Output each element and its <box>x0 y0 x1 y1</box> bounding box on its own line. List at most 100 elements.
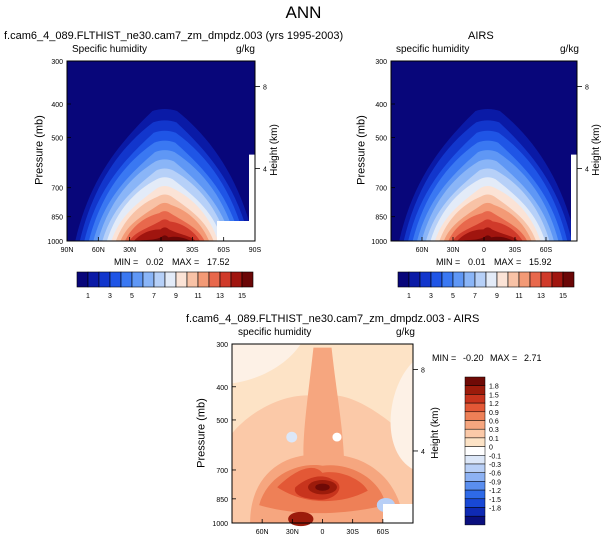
panel3-ytick-label: 1000 <box>212 521 228 528</box>
panel3-cbar-cell <box>464 507 486 517</box>
panel3-cbar-cell <box>464 455 486 465</box>
panel3-xtick-label: 60N <box>256 529 269 536</box>
panel2-cbar-cell <box>562 271 575 288</box>
panel2-contour <box>461 235 514 241</box>
panel3-contour <box>286 431 298 443</box>
panel3-contour <box>288 511 314 527</box>
panel3-xtick-label: 0 <box>321 529 325 536</box>
panel2-cbar-label: 7 <box>473 293 477 300</box>
panel1-xtick-label: 60S <box>217 247 230 254</box>
panel1-cbar-label: 3 <box>108 293 112 300</box>
panel3-cbar-cell <box>464 472 486 482</box>
panel1-cbar-label: 15 <box>238 293 246 300</box>
panel3-ytick-label: 500 <box>216 418 228 425</box>
panel2-ytick-label: 1000 <box>371 239 387 246</box>
panel1-missing-strip <box>249 154 255 241</box>
panel3-contour <box>390 361 413 470</box>
panel3-y2tick-label: 4 <box>421 449 425 456</box>
panel1-contour <box>138 235 192 241</box>
panel2-left-label: specific humidity <box>396 44 470 55</box>
panel1-left-label: Specific humidity <box>72 44 148 55</box>
panel3-xtick-label: 30S <box>346 529 359 536</box>
panel3-cbar-cell <box>464 463 486 473</box>
panel2-cbar-label: 11 <box>515 293 522 300</box>
panel3-y2tick-label: 8 <box>421 367 425 374</box>
panel3-cbar-cell <box>464 489 486 500</box>
panel1-ytick-label: 1000 <box>47 239 63 246</box>
panel1-min-label: MIN = <box>114 257 139 267</box>
panel3-min-label: MIN = <box>432 353 457 363</box>
panel3-cbar-cell <box>464 411 486 421</box>
panel2-ytick-label: 500 <box>375 135 387 142</box>
panel1-max-label: MAX = <box>172 257 200 267</box>
panel3-cbar-cell <box>464 428 486 439</box>
panel3-missing-region <box>383 504 413 523</box>
panel3-cbar-label: 0.9 <box>489 410 499 417</box>
panel3-cbar-label: -0.9 <box>489 479 501 486</box>
panel1-xtick-label: 30S <box>186 247 199 254</box>
panel3-max-value: 2.71 <box>524 353 542 363</box>
panel1-cbar-label: 5 <box>130 293 134 300</box>
panel3-ytick-label: 300 <box>216 342 228 349</box>
panel2-ytick-label: 700 <box>375 186 387 193</box>
panel1-ytick-label: 700 <box>51 186 63 193</box>
panel1-xtick-label: 90N <box>61 247 74 254</box>
panel3-units: g/kg <box>396 327 415 338</box>
panel3-cbar-label: 1.5 <box>489 392 499 399</box>
panel2-ytick-label: 850 <box>375 215 387 222</box>
panel3-cbar-label: 0 <box>489 445 493 452</box>
panel3-xtick-label: 30N <box>286 529 299 536</box>
panel2-cbar-label: 5 <box>451 293 455 300</box>
panel3-cbar-label: -1.2 <box>489 488 501 495</box>
panel2-missing-strip <box>571 154 577 241</box>
panel3-ytick-label: 850 <box>216 497 228 504</box>
panel1-xtick-label: 0 <box>159 247 163 254</box>
panel3-cbar-label: 1.8 <box>489 384 499 391</box>
panel3-cbar-cell <box>464 481 486 491</box>
panel1-ytick-label: 300 <box>51 59 63 66</box>
panel3-cbar-cell <box>464 420 486 430</box>
panel2-cbar-label: 1 <box>407 293 411 300</box>
panel3-left-label: specific humidity <box>238 327 312 338</box>
panel3-min-value: -0.20 <box>463 353 484 363</box>
panel3-cbar-cell <box>464 446 486 456</box>
panel3-cbar-cell <box>464 515 486 526</box>
panel1-missing-region <box>217 221 255 241</box>
panel2-cbar-label: 15 <box>559 293 567 300</box>
panel3-cbar-label: -0.1 <box>489 453 501 460</box>
page-title: ANN <box>285 3 322 22</box>
panel3-contour <box>332 432 342 442</box>
panel3-cbar-cell <box>464 437 486 447</box>
panel2-title: AIRS <box>468 30 494 42</box>
panel3-cbar-cell <box>464 402 486 413</box>
panel3-max-label: MAX = <box>490 353 518 363</box>
panel2-units: g/kg <box>560 44 579 55</box>
panel3-contour <box>315 483 330 491</box>
panel3-cbar-label: -0.3 <box>489 462 501 469</box>
panel1-y2tick-label: 4 <box>263 167 267 174</box>
panel2-min-label: MIN = <box>436 257 461 267</box>
panel1-ytick-label: 500 <box>51 135 63 142</box>
panel3-cbar-label: -1.8 <box>489 506 501 513</box>
panel3-cbar-cell <box>464 385 486 395</box>
panel2-max-label: MAX = <box>494 257 522 267</box>
panel2-xtick-label: 30N <box>447 247 460 254</box>
panel1-cbar-cell <box>241 271 254 288</box>
panel2-xtick-label: 60N <box>416 247 429 254</box>
panel1-min-value: 0.02 <box>146 257 164 267</box>
panel2-ytick-label: 300 <box>375 59 387 66</box>
panel1-cbar-label: 1 <box>86 293 90 300</box>
panel2-xtick-label: 30S <box>509 247 522 254</box>
panel1-xtick-label: 60N <box>92 247 105 254</box>
panel2-cbar-label: 9 <box>495 293 499 300</box>
panel3-contour <box>232 344 301 384</box>
panel2-cbar-label: 3 <box>429 293 433 300</box>
panel1-cbar-label: 13 <box>216 293 224 300</box>
panel3-cbar-cell <box>464 376 486 386</box>
panel1-max-value: 17.52 <box>207 257 230 267</box>
panel1-title: f.cam6_4_089.FLTHIST_ne30.cam7_zm_dmpdz.… <box>4 30 344 42</box>
panel1-ytick-label: 850 <box>51 215 63 222</box>
